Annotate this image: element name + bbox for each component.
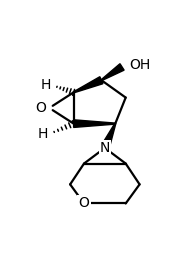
Text: H: H (37, 127, 48, 141)
Text: H: H (41, 78, 51, 92)
Polygon shape (103, 123, 116, 146)
Polygon shape (74, 120, 115, 127)
Text: OH: OH (129, 57, 150, 72)
Text: O: O (79, 196, 89, 210)
Text: N: N (100, 141, 110, 155)
Text: O: O (35, 101, 46, 115)
Polygon shape (73, 77, 103, 93)
Polygon shape (101, 64, 124, 81)
